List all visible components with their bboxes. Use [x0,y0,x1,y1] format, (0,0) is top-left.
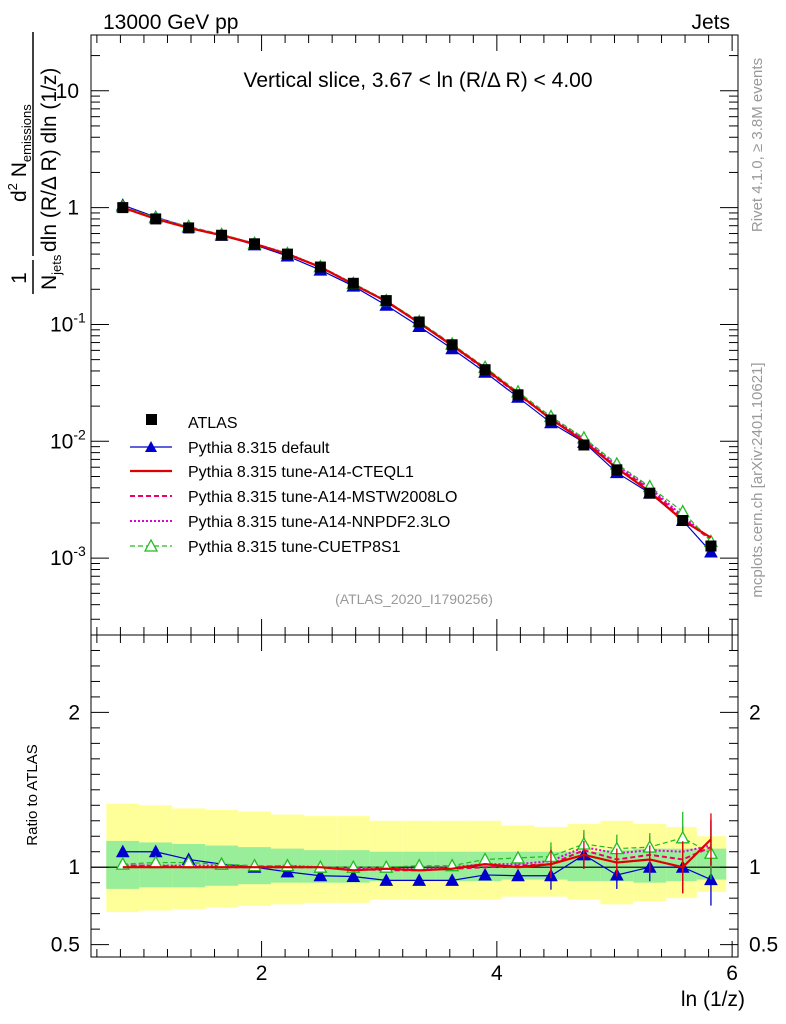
main-y-tick-label: 10-1 [50,309,86,336]
main-y-tick-label: 10-2 [50,426,86,453]
ratio-y-tick-label-right: 0.5 [749,934,778,957]
main-point-atlas [249,238,261,250]
legend-label-nnpdf: Pythia 8.315 tune-A14-NNPDF2.3LO [188,514,450,531]
ratio-ticks [91,635,738,957]
legend-label-cuetp8s1: Pythia 8.315 tune-CUETP8S1 [188,539,401,556]
ylabel-frac-den: Njets [38,254,64,290]
ratio-point-default [280,864,295,878]
ratio-y-tick-label-right: 2 [749,701,761,724]
ratio-y-tick-labels: 0.5 0.5 1 1 2 2 [51,701,778,956]
legend: ATLAS Pythia 8.315 default Pythia 8.315 … [130,414,457,556]
main-point-atlas [380,295,392,307]
main-y-tick-label: 1 [67,197,79,220]
ratio-y-tick-label: 2 [68,701,80,724]
ratio-point-cuetp8s1 [510,850,526,864]
main-point-atlas [677,515,689,527]
main-point-atlas [644,487,656,499]
ratio-point-default [313,868,328,882]
legend-marker-cuetp8s1 [143,538,159,552]
legend-marker-default [145,441,157,452]
main-point-atlas [705,540,717,552]
legend-label-default: Pythia 8.315 default [188,440,330,457]
main-point-atlas [578,439,590,451]
ratio-panel: 0.5 0.5 1 1 2 2 Ratio to ATLAS [24,634,778,958]
main-ticks [91,34,738,635]
analysis-id: (ATLAS_2020_I1790256) [335,591,493,607]
legend-label-cteql1: Pythia 8.315 tune-A14-CTEQL1 [188,464,414,481]
x-tick-label: 2 [256,962,268,985]
ratio-point-default [379,873,394,886]
x-axis-label: ln (1/z) [681,988,745,1011]
main-point-atlas [479,364,491,376]
ratio-point-default [445,873,459,886]
ratio-point-default [511,868,525,882]
main-y-tick-labels: 10-3 10-2 10-1 1 10 [50,80,86,570]
main-point-atlas [446,339,458,351]
main-series [115,198,719,558]
main-point-atlas [347,277,359,289]
ratio-point-default [478,867,492,881]
ratio-frame [90,634,739,958]
legend-label-atlas: ATLAS [188,415,238,432]
legend-entry-mstw: Pythia 8.315 tune-A14-MSTW2008LO [130,489,457,506]
ratio-y-tick-label: 0.5 [51,934,80,957]
main-point-atlas [611,464,623,476]
main-point-atlas [150,213,162,225]
ylabel-frac-num: 1 [8,272,31,284]
ylabel-num: d2 Nemissions [5,104,34,202]
ratio-y-axis-label: Ratio to ATLAS [24,744,41,845]
x-tick-label: 6 [726,962,738,985]
main-title: Vertical slice, 3.67 < ln (R/Δ R) < 4.00 [243,69,592,92]
legend-entry-default: Pythia 8.315 default [130,440,330,457]
main-y-axis-label: 1 Njets d2 Nemissions dln (R/Δ R) dln (1… [5,32,64,294]
main-y-tick-label: 10 [56,80,79,103]
ratio-series-cteql1 [122,813,712,894]
ratio-point-default [346,869,361,882]
main-point-atlas [183,222,195,234]
main-point-atlas [281,248,293,260]
header-energy: 13000 GeV pp [103,11,238,34]
main-point-atlas [117,202,129,214]
mcplots-label: mcplots.cern.ch [arXiv:2401.10621] [749,362,766,597]
legend-label-mstw: Pythia 8.315 tune-A14-MSTW2008LO [188,489,457,506]
legend-entry-cteql1: Pythia 8.315 tune-A14-CTEQL1 [130,464,414,481]
legend-entry-atlas: ATLAS [146,414,238,432]
x-tick-labels: 2 4 6 [256,962,738,985]
main-series-atlas [117,202,717,552]
ratio-series [115,811,719,906]
ylabel-den: dln (R/Δ R) dln (1/z) [38,68,61,252]
main-y-tick-label: 10-3 [50,543,86,570]
legend-entry-nnpdf: Pythia 8.315 tune-A14-NNPDF2.3LO [130,514,450,531]
ratio-y-tick-label: 1 [68,856,80,879]
main-point-atlas [512,389,524,401]
ratio-point-default [115,844,130,858]
x-tick-label: 4 [491,962,503,985]
ratio-y-tick-label-right: 1 [749,856,761,879]
header-jets: Jets [691,11,730,34]
main-panel: 10-3 10-2 10-1 1 10 Vertical slice, 3.67 < l… [50,34,739,636]
ratio-point-default [412,873,427,886]
rivet-label: Rivet 4.1.0, ≥ 3.8M events [749,58,766,232]
legend-entry-cuetp8s1: Pythia 8.315 tune-CUETP8S1 [130,538,401,556]
main-point-atlas [413,316,425,328]
main-point-atlas [216,229,228,241]
main-point-atlas [545,414,557,426]
main-point-atlas [314,261,326,273]
legend-marker-atlas [146,414,157,425]
